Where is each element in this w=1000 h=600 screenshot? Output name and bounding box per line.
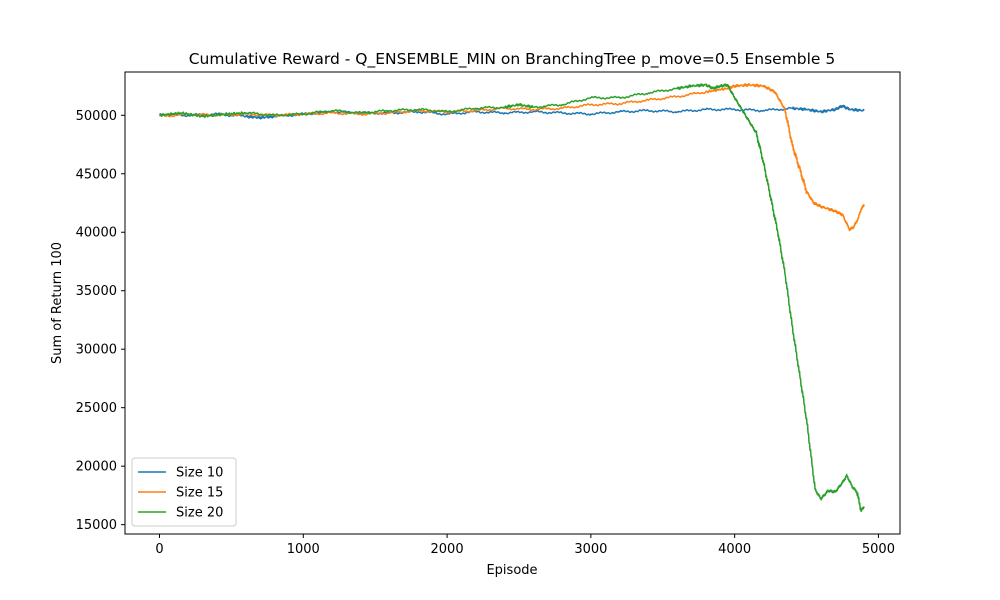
- chart-title: Cumulative Reward - Q_ENSEMBLE_MIN on Br…: [189, 50, 836, 69]
- x-axis-label: Episode: [486, 563, 537, 578]
- series-layer: [158, 83, 865, 513]
- legend-label-2: Size 15: [176, 486, 223, 501]
- x-tick-label: 4000: [718, 542, 751, 557]
- y-tick-label: 45000: [76, 167, 117, 182]
- series-line-2: [158, 83, 865, 232]
- series-line-3: [159, 83, 865, 513]
- legend-entries: Size 10 Size 15 Size 20: [138, 466, 223, 521]
- legend-label-1: Size 10: [176, 466, 223, 481]
- y-tick-label: 35000: [76, 284, 117, 299]
- y-tick-label: 50000: [76, 109, 117, 124]
- x-tick-label: 2000: [431, 542, 464, 557]
- x-tick-label: 3000: [574, 542, 607, 557]
- series-line-1: [159, 104, 865, 120]
- x-axis-ticks: 0 1000 2000 3000 4000 5000: [155, 534, 895, 557]
- plot-frame: [124, 71, 901, 535]
- legend-label-3: Size 20: [176, 506, 223, 521]
- y-tick-label: 20000: [76, 460, 117, 475]
- x-tick-label: 5000: [862, 542, 895, 557]
- x-tick-label: 0: [155, 542, 163, 557]
- x-tick-label: 1000: [287, 542, 320, 557]
- legend: Size 10 Size 15 Size 20: [131, 457, 237, 527]
- y-tick-label: 25000: [76, 401, 117, 416]
- y-axis-label: Sum of Return 100: [50, 242, 65, 364]
- y-axis-ticks: 15000 20000 25000 30000 35000 40000 45000 50000: [76, 109, 125, 533]
- legend-box: [131, 457, 237, 527]
- y-tick-label: 30000: [76, 343, 117, 358]
- y-tick-label: 40000: [76, 226, 117, 241]
- y-tick-label: 15000: [76, 518, 117, 533]
